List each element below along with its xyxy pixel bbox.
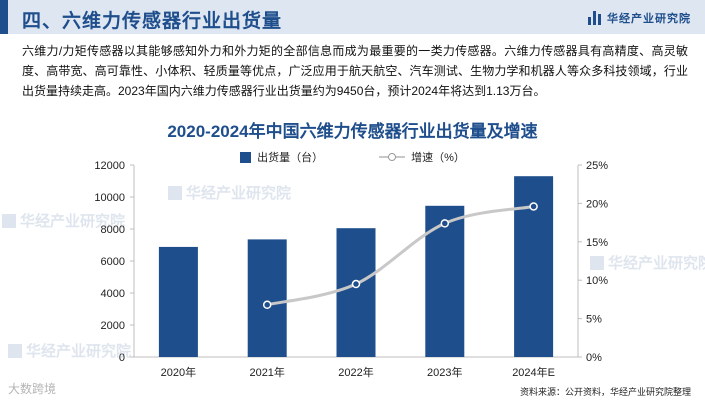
y-right-tick-label: 25% [586, 160, 608, 172]
growth-point [529, 202, 538, 211]
legend-line-swatch [379, 152, 406, 162]
y-right-tick-label: 0% [586, 352, 602, 364]
y-left-tick-label: 8000 [101, 224, 125, 236]
growth-point [351, 279, 361, 289]
x-tick-label: 2022年 [338, 365, 373, 379]
y-left-tick-label: 2000 [101, 320, 125, 332]
x-tick-label: 2024年E [512, 365, 555, 379]
legend-label-growth: 增速（%） [411, 152, 465, 164]
x-tick-label: 2021年 [249, 365, 284, 379]
header-accent [0, 0, 8, 34]
growth-point [262, 300, 272, 310]
brand-logo-icon [588, 11, 601, 25]
growth-line [266, 204, 534, 307]
legend-item-growth: 增速（%） [379, 149, 465, 165]
legend-bar-swatch [240, 151, 252, 163]
y-right-tick-label: 15% [586, 237, 608, 249]
bar [247, 239, 287, 357]
header-bar [0, 0, 705, 34]
section-title: 四、六维力传感器行业出货量 [22, 11, 283, 32]
bar [158, 246, 198, 357]
y-left-tick-label: 4000 [101, 288, 125, 300]
brand: 华经产业研究院 [588, 10, 691, 26]
growth-point [440, 219, 450, 228]
y-right-tick-label: 10% [586, 275, 608, 287]
y-right-tick-label: 5% [586, 314, 602, 326]
bar [336, 228, 376, 357]
legend-label-shipments: 出货量（台） [257, 152, 324, 164]
y-right-tick-label: 20% [586, 198, 608, 210]
bar [425, 205, 465, 357]
y-left-tick-label: 0 [119, 352, 125, 364]
chart-title: 2020-2024年中国六维力传感器行业出货量及增速 [167, 122, 538, 141]
legend-item-shipments: 出货量（台） [240, 149, 323, 165]
intro-paragraph: 六维力/力矩传感器以其能够感知外力和外力矩的全部信息而成为最重要的一类力传感器。… [22, 44, 688, 98]
y-left-tick-label: 10000 [94, 192, 125, 204]
chart-legend: 出货量（台） 增速（%） [0, 149, 705, 165]
y-left-tick-label: 12000 [94, 160, 125, 172]
brand-text: 华经产业研究院 [607, 13, 691, 25]
x-tick-label: 2023年 [427, 365, 462, 379]
y-left-tick-label: 6000 [101, 256, 125, 268]
corner-mark: 大数跨境 [8, 382, 57, 396]
source-note: 资料来源：公开资料，华经产业研究院整理 [519, 387, 691, 397]
x-tick-label: 2020年 [161, 365, 196, 379]
